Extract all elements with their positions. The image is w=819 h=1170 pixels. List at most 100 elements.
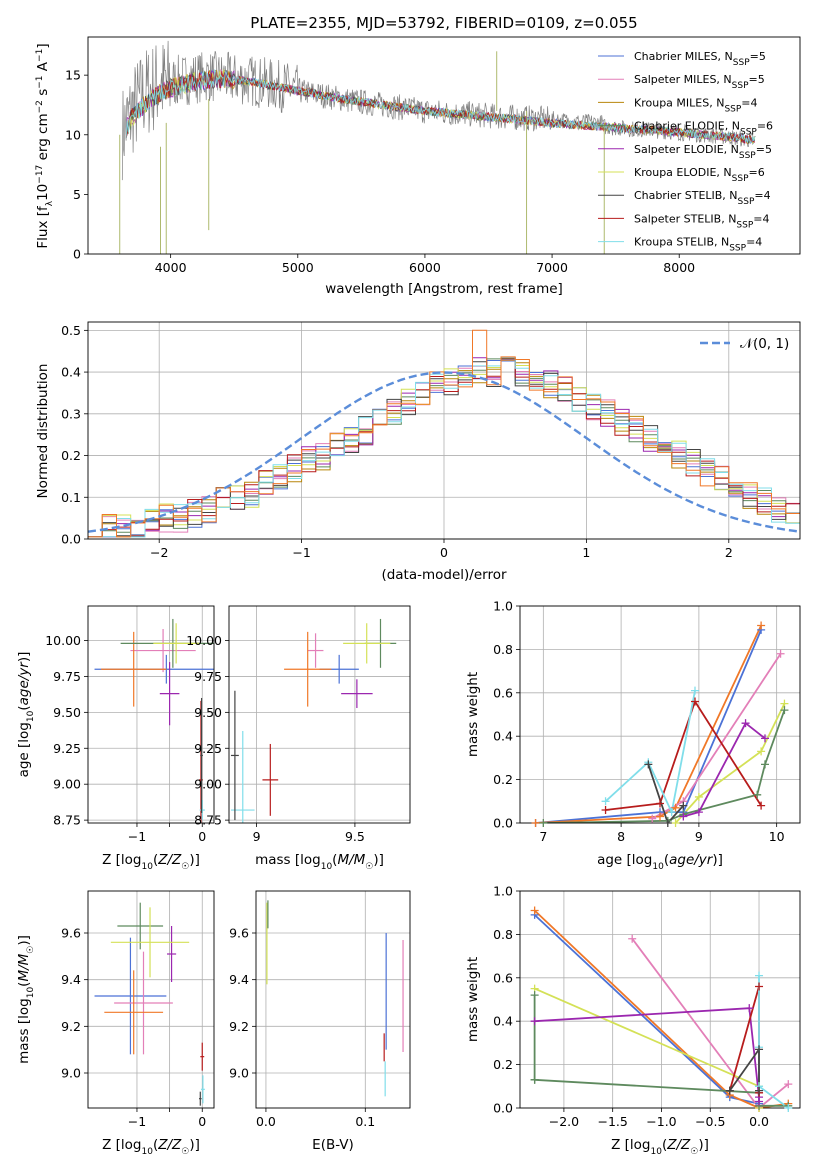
label-part: ☉ [690, 1147, 698, 1157]
legend-label: Kroupa ELODIE, NSSP=6 [634, 166, 765, 184]
label-part: M/M [337, 852, 365, 868]
label-part: ] [35, 43, 51, 48]
weight-marker [755, 971, 764, 980]
x-tick-label: −1 [128, 1114, 146, 1129]
y-tick-label: 8.75 [194, 813, 222, 828]
x-axis-label: E(B-V) [312, 1137, 354, 1153]
label-part: =4 [746, 236, 762, 249]
weight-marker [628, 934, 637, 943]
y-tick-label: 10.00 [186, 633, 222, 648]
y-tick-label: 9.6 [229, 926, 249, 941]
label-part: =6 [757, 120, 773, 133]
legend-label: Salpeter ELODIE, NSSP=5 [634, 143, 772, 161]
y-tick-label: 0.6 [493, 970, 513, 985]
weight-marker [725, 1086, 734, 1095]
label-part: )] [373, 852, 384, 868]
y-tick-label: 0.0 [61, 532, 81, 547]
weight-marker [671, 819, 680, 827]
x-tick-label: 8 [617, 829, 625, 844]
label-part: erg cm [35, 113, 51, 164]
label-part: 10 [321, 862, 333, 872]
label-part: =4 [753, 212, 769, 225]
y-axis-label: Normed distribution [35, 364, 51, 499]
y-tick-label: 1.0 [493, 884, 513, 899]
weight-marker [694, 792, 703, 801]
y-tick-label: 1.0 [493, 599, 513, 614]
x-axis-label: wavelength [Angstrom, rest frame] [325, 281, 563, 297]
observed-spectrum [121, 40, 756, 181]
label-part: =4 [741, 96, 757, 109]
weight-marker [755, 1045, 764, 1054]
label-part: ( [662, 1137, 667, 1153]
weight-marker [530, 991, 539, 1000]
y-tick-label: 9.25 [194, 741, 222, 756]
weight-line [631, 938, 789, 1108]
weight-marker [755, 1097, 764, 1106]
x-axis-label: mass [log10(M/M☉)] [255, 852, 384, 872]
weight-marker [694, 808, 703, 817]
label-part: 10 [26, 710, 36, 722]
label-part: age/yr [669, 852, 714, 868]
x-tick-label: 9.5 [345, 829, 365, 844]
axes-frame [87, 890, 215, 1109]
spectrum-axes: 4000 5000 6000 7000 8000 0 5 10 15 [65, 36, 801, 275]
label-part: 10 [26, 987, 36, 999]
label-part: )] [698, 1137, 709, 1153]
y-tick-label: 0 [73, 247, 81, 262]
y-tick-label: 8.75 [53, 813, 81, 828]
label-part: =4 [754, 189, 770, 202]
label-part: ☉ [26, 946, 36, 954]
label-part: Z [log [102, 852, 141, 868]
x-tick-label: −2 [150, 545, 168, 560]
x-tick-label: 9 [253, 829, 261, 844]
axes-frame [228, 605, 411, 824]
label-part: =5 [749, 73, 765, 86]
label-part: Z/Z [666, 1137, 691, 1153]
legend-label: Chabrier MILES, NSSP=5 [634, 50, 766, 68]
y-tick-label: 5 [73, 187, 81, 202]
weight-marker [667, 808, 676, 817]
weight-line [674, 703, 786, 823]
y-tick-label: 9.4 [61, 972, 81, 987]
weight-marker [656, 799, 664, 808]
x-tick-label: 0.1 [355, 1114, 375, 1129]
weight-marker [784, 1104, 793, 1112]
x-tick-label: −0.5 [695, 1114, 725, 1129]
label-part: Z [log [611, 1137, 650, 1153]
weight-marker [753, 790, 762, 799]
label-part: 10 [652, 862, 664, 872]
label-part: )] [189, 1137, 200, 1153]
y-tick-label: 9.4 [229, 972, 249, 987]
x-tick-label: 2 [725, 545, 733, 560]
y-tick-label: 15 [65, 68, 81, 83]
weight-marker [644, 760, 653, 769]
label-part: −2 [35, 100, 45, 113]
y-tick-label: 0.2 [493, 772, 513, 787]
legend-label: 𝒩(0, 1) [740, 336, 789, 352]
label-part: ☉ [365, 862, 373, 872]
x-axis-label: Z [log10(Z/Z☉)] [102, 1137, 200, 1157]
weight-line [533, 994, 789, 1107]
axes-frame [519, 605, 801, 824]
label-part: Chabrier MILES, N [634, 50, 733, 63]
label-part: SSP [740, 128, 757, 138]
weight-marker [755, 1086, 764, 1095]
y-tick-label: 0.8 [493, 927, 513, 942]
label-part: Salpeter ELODIE, N [634, 143, 739, 156]
label-part: ☉ [181, 862, 189, 872]
weight-marker [656, 812, 664, 821]
x-axis-label: Z [log10(Z/Z☉)] [102, 852, 200, 872]
weight-marker [601, 805, 610, 814]
y-tick-label: 0.4 [493, 1014, 513, 1029]
label-part: s [35, 89, 51, 100]
label-part: SSP [733, 58, 750, 68]
chart-title: PLATE=2355, MJD=53792, FIBERID=0109, z=0… [250, 14, 637, 32]
y-tick-label: 0.0 [493, 816, 513, 831]
plot-area [94, 618, 214, 823]
y-axis-label: mass [log10(M/M☉)] [16, 935, 36, 1064]
label-part: Kroupa STELIB, N [634, 236, 729, 249]
weight-marker [776, 649, 785, 658]
label-part: Salpeter MILES, N [634, 73, 732, 86]
weight-marker [761, 734, 769, 743]
label-part: 10 [35, 184, 51, 201]
